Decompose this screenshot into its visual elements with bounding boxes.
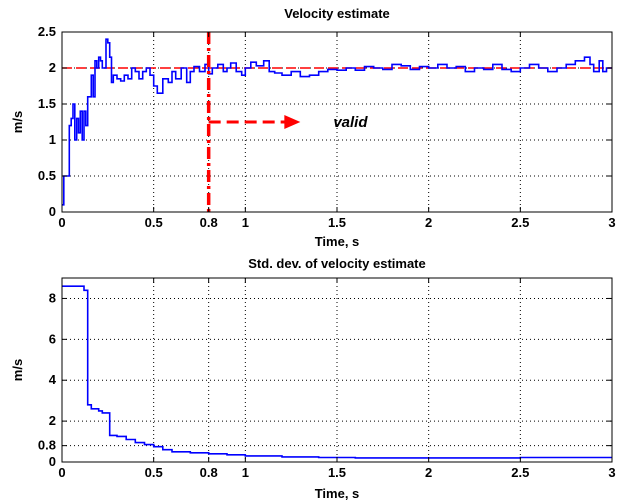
chart-2-x-tick-label: 1 xyxy=(242,465,249,480)
chart-1-x-tick-label: 0.8 xyxy=(200,215,218,230)
chart-2-series-line xyxy=(62,285,612,459)
chart-2-x-tick-label: 2 xyxy=(425,465,432,480)
chart-1-plot-area xyxy=(62,32,612,212)
chart-1-plot: valid 0 0.5 0.8 1 1.5 2 2.5 3 0 0.5 1 1.5 2 2.5 Velocit… xyxy=(10,6,616,249)
chart-1-x-tick-label: 0.5 xyxy=(145,215,163,230)
chart-1-y-tick-label: 0.5 xyxy=(38,168,56,183)
chart-2-y-tick-label: 0 xyxy=(49,454,56,469)
chart-2-x-tick-label: 0.5 xyxy=(145,465,163,480)
chart-1-arrow-head xyxy=(284,115,301,129)
chart-2-x-tick-label: 3 xyxy=(608,465,615,480)
chart-2-x-tick-label: 1.5 xyxy=(328,465,346,480)
chart-2-x-tick-label: 2.5 xyxy=(511,465,529,480)
chart-1-y-tick-label: 2 xyxy=(49,60,56,75)
chart-1-x-axis-label: Time, s xyxy=(315,234,360,249)
chart-2-y-axis-label: m/s xyxy=(10,359,25,381)
chart-1-y-tick-label: 1 xyxy=(49,132,56,147)
chart-1-x-tick-label: 2 xyxy=(425,215,432,230)
chart-2-y-tick-label: 8 xyxy=(49,290,56,305)
chart-2-y-tick-label: 0.8 xyxy=(38,438,56,453)
chart-1-series-line xyxy=(62,38,612,206)
chart-2-y-tick-label: 6 xyxy=(49,331,56,346)
chart-1-y-axis-label: m/s xyxy=(10,111,25,133)
chart-1-x-tick-label: 3 xyxy=(608,215,615,230)
chart-1-y-tick-label: 0 xyxy=(49,204,56,219)
chart-2-x-tick-label: 0.8 xyxy=(200,465,218,480)
chart-1-title: Velocity estimate xyxy=(284,6,390,21)
chart-2-title: Std. dev. of velocity estimate xyxy=(248,256,425,271)
chart-2-x-tick-label: 0 xyxy=(58,465,65,480)
chart-1-x-tick-label: 2.5 xyxy=(511,215,529,230)
chart-1-y-tick-label: 1.5 xyxy=(38,96,56,111)
chart-1-annotation: valid xyxy=(333,114,368,131)
chart-2-y-tick-label: 2 xyxy=(49,413,56,428)
chart-2-y-tick-label: 4 xyxy=(49,372,57,387)
chart-2-x-axis-label: Time, s xyxy=(315,486,360,501)
chart-1-y-tick-label: 2.5 xyxy=(38,24,56,39)
chart-1-x-tick-label: 0 xyxy=(58,215,65,230)
chart-1-x-tick-label: 1 xyxy=(242,215,249,230)
chart-1-x-tick-label: 1.5 xyxy=(328,215,346,230)
